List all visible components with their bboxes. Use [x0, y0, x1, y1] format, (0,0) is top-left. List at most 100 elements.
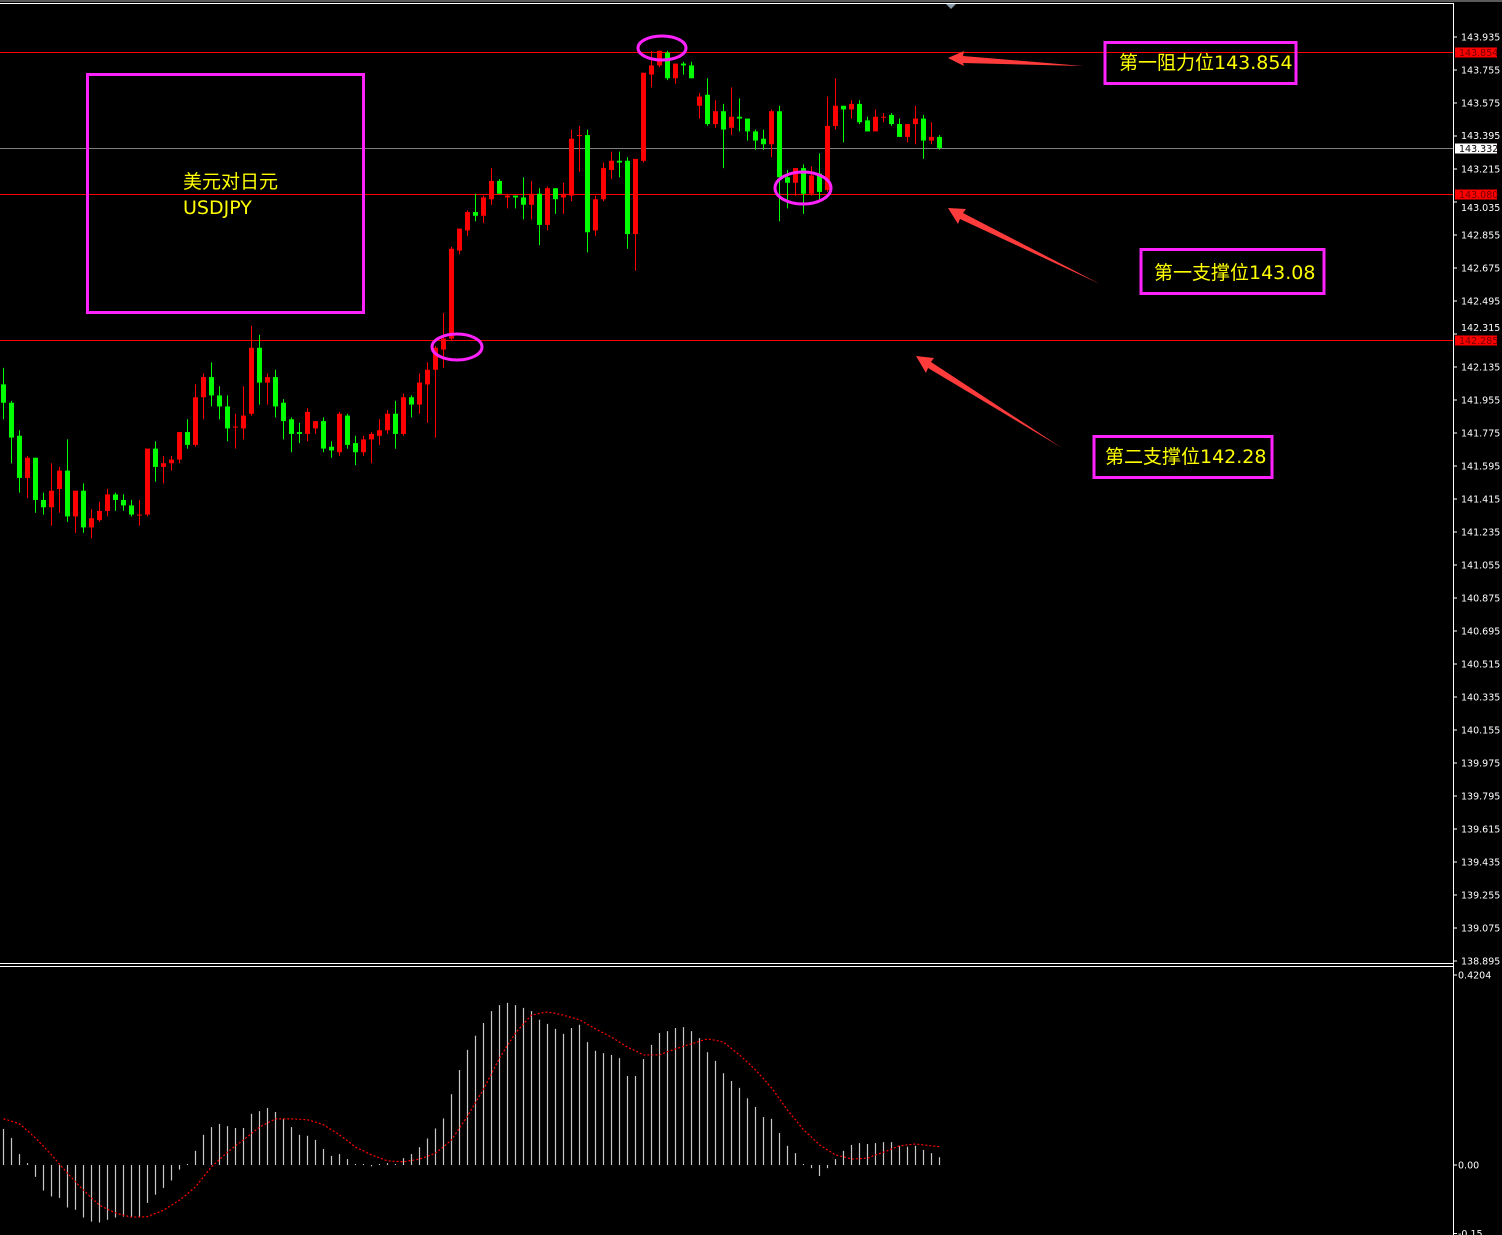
candle-body [417, 382, 422, 405]
candle-body [449, 248, 454, 339]
candle [281, 399, 286, 440]
arrow-icon [948, 208, 1100, 284]
candle [249, 325, 254, 416]
candle-body [345, 415, 350, 445]
candle-body [225, 406, 230, 429]
candle-body [497, 180, 502, 194]
candle [625, 157, 630, 249]
price-tick-label: 142.135 [1461, 363, 1500, 374]
candle [745, 118, 750, 141]
candle [777, 105, 782, 222]
candle [585, 129, 590, 253]
candle-body [721, 111, 726, 130]
candle [385, 410, 390, 434]
level-price-tag [1455, 335, 1497, 346]
level-price-label: 142.285 [1459, 336, 1498, 347]
candle-body [257, 347, 262, 383]
candle-body [265, 377, 270, 383]
candle [345, 413, 350, 449]
price-tick-label: 140.335 [1461, 693, 1500, 704]
candle [889, 113, 894, 126]
candle-body [897, 124, 902, 137]
price-tick-label: 142.495 [1461, 297, 1500, 308]
candle-body [817, 173, 822, 192]
candle-body [809, 175, 814, 194]
candle [121, 494, 126, 511]
candle [865, 116, 870, 132]
candle-body [81, 490, 86, 528]
candle [201, 373, 206, 420]
candle-body [353, 443, 358, 453]
candle [905, 124, 910, 143]
candle-body [441, 338, 446, 350]
candle-body [665, 52, 670, 79]
candle-body [889, 114, 894, 125]
price-tick-label: 141.955 [1461, 396, 1500, 407]
candle [729, 87, 734, 136]
candle-body [537, 193, 542, 225]
candle [633, 158, 638, 271]
candle-body [249, 347, 254, 414]
candle-body [777, 111, 782, 178]
candle-body [745, 118, 750, 132]
price-tick-label: 140.695 [1461, 627, 1500, 638]
candle [489, 168, 494, 205]
candle-body [473, 212, 478, 216]
price-tick-label: 142.315 [1461, 323, 1500, 334]
candle-body [273, 377, 278, 407]
chart-shift-marker-icon[interactable] [946, 4, 956, 9]
candle [97, 501, 102, 522]
candle [681, 61, 686, 75]
candle [401, 393, 406, 436]
candle [665, 50, 670, 81]
price-tick-label: 141.775 [1461, 429, 1500, 440]
price-tick-label: 143.935 [1461, 33, 1500, 44]
support-1-box [1139, 248, 1326, 295]
candle [673, 63, 678, 84]
candle-body [233, 426, 238, 428]
candle [929, 122, 934, 145]
price-tick-label: 139.795 [1461, 792, 1500, 803]
candle [105, 488, 110, 517]
candle [817, 153, 822, 202]
price-tick-label: 143.575 [1461, 99, 1500, 110]
candle-body [505, 195, 510, 198]
candle [353, 435, 358, 466]
candle-body [921, 118, 926, 141]
candle-body [153, 448, 158, 467]
candle-body [49, 490, 54, 508]
candle-body [705, 94, 710, 125]
candle-body [633, 158, 638, 235]
candle-body [105, 494, 110, 511]
candle [809, 166, 814, 196]
candle [265, 373, 270, 405]
candle [457, 228, 462, 255]
candle-body [113, 494, 118, 500]
symbol-annotation-box [86, 73, 365, 314]
price-tick-label: 141.415 [1461, 495, 1500, 506]
symbol-name-cn: 美元对日元 [183, 171, 278, 193]
candle-body [209, 377, 214, 396]
candle-body [217, 395, 222, 407]
candle [177, 432, 182, 464]
candle [833, 78, 838, 130]
candle [913, 105, 918, 145]
candle [921, 114, 926, 159]
candle-body [145, 448, 150, 515]
candle-body [393, 413, 398, 434]
candle [753, 129, 758, 150]
current-price-label: 143.332 [1459, 144, 1498, 155]
price-tick-label: 143.755 [1461, 66, 1500, 77]
candle-body [97, 510, 102, 521]
candle-body [329, 446, 334, 451]
candle [25, 455, 30, 499]
candle [769, 109, 774, 158]
candle-body [369, 433, 374, 440]
candle [689, 61, 694, 79]
candle [329, 441, 334, 458]
candle [593, 195, 598, 236]
top-bar [0, 0, 1502, 2]
candle [857, 100, 862, 125]
candle-body [9, 402, 14, 438]
